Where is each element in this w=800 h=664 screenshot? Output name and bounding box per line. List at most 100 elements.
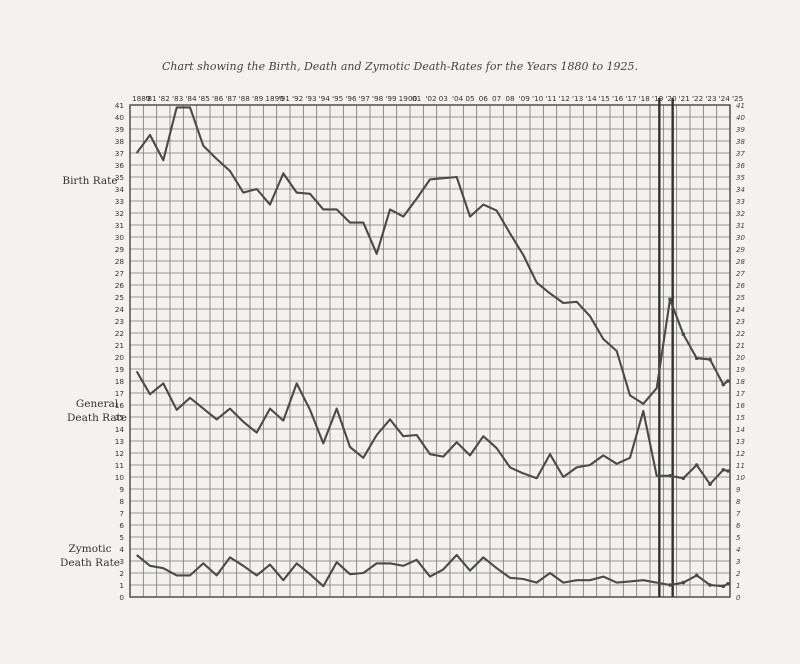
y-tick-label-left: 32 — [115, 209, 124, 218]
series-line-2 — [136, 553, 729, 588]
y-tick-label-right: 17 — [736, 390, 745, 398]
series-point — [694, 463, 699, 467]
y-tick-label-right: 29 — [736, 246, 745, 254]
x-tick-label: 06 — [479, 94, 489, 103]
x-tick-label: '81 — [145, 94, 156, 103]
x-tick-label: '02 — [425, 94, 436, 103]
x-tick-label: '92 — [292, 94, 303, 103]
x-tick-label: '98 — [372, 94, 384, 103]
x-tick-label: '18 — [639, 94, 651, 103]
x-tick-label: '94 — [319, 94, 331, 103]
x-tick-label: '20 — [665, 94, 677, 103]
y-tick-label-left: 41 — [115, 101, 124, 110]
x-tick-label: 01 — [412, 94, 421, 103]
y-tick-label-right: 15 — [736, 414, 745, 422]
label-zymotic-death-rate: Zymotic Death Rate — [59, 543, 121, 569]
y-tick-label-left: 5 — [119, 533, 124, 542]
y-tick-label-left: 19 — [115, 365, 125, 374]
y-tick-label-right: 26 — [736, 282, 745, 290]
x-tick-label: 1880 — [132, 94, 151, 103]
y-tick-label-left: 10 — [115, 473, 125, 482]
y-tick-label-left: 35 — [115, 173, 124, 182]
y-tick-label-left: 24 — [115, 305, 125, 314]
y-tick-label-left: 9 — [119, 485, 124, 494]
x-tick-label: '22 — [692, 94, 703, 103]
x-tick-label: '82 — [159, 94, 170, 103]
y-tick-label-right: 6 — [736, 522, 741, 530]
x-tick-label: '10 — [532, 94, 544, 103]
x-tick-label: 1900 — [399, 94, 418, 103]
x-tick-label: '88 — [239, 94, 251, 103]
x-tick-label: 08 — [505, 94, 515, 103]
y-tick-label-left: 21 — [115, 341, 124, 350]
series-line-0 — [135, 106, 729, 405]
x-tick-label: '83 — [172, 94, 184, 103]
y-tick-label-right: 34 — [736, 186, 745, 194]
y-tick-label-left: 14 — [115, 425, 125, 434]
y-tick-label-right: 19 — [736, 366, 745, 374]
y-tick-label-left: 27 — [115, 269, 125, 278]
y-tick-label-left: 40 — [115, 113, 125, 122]
y-tick-label-left: 37 — [115, 149, 125, 158]
x-tick-label: '16 — [612, 94, 624, 103]
y-tick-label-left: 33 — [115, 197, 125, 206]
y-tick-label-right: 40 — [736, 114, 745, 122]
y-tick-label-right: 24 — [736, 306, 745, 314]
series-point — [708, 583, 712, 587]
x-tick-label: '12 — [559, 94, 570, 103]
y-tick-label-left: 38 — [115, 137, 125, 146]
y-tick-label-left: 4 — [119, 545, 124, 554]
y-tick-label-right: 36 — [736, 162, 745, 170]
y-tick-label-left: 23 — [115, 317, 125, 326]
series-point — [681, 580, 686, 585]
y-tick-label-left: 26 — [115, 281, 125, 290]
series-point — [726, 379, 730, 383]
y-tick-label-right: 33 — [736, 198, 745, 206]
chart-title: Chart showing the Birth, Death and Zymot… — [161, 60, 639, 73]
y-tick-label-right: 21 — [736, 342, 745, 350]
y-tick-label-left: 12 — [115, 449, 124, 458]
series-point — [721, 468, 726, 472]
y-tick-label-left: 6 — [119, 521, 124, 530]
series-point — [668, 583, 672, 587]
x-tick-label: '14 — [585, 94, 597, 103]
y-tick-label-left: 28 — [115, 257, 125, 266]
y-tick-label-right: 1 — [736, 582, 740, 590]
x-tick-label: '99 — [385, 94, 397, 103]
y-tick-label-right: 32 — [736, 210, 745, 218]
x-tick-label: 03 — [439, 94, 449, 103]
y-tick-label-right: 41 — [736, 102, 745, 110]
x-tick-label: '24 — [719, 94, 731, 103]
x-tick-label: 07 — [492, 94, 502, 103]
y-tick-label-left: 25 — [115, 293, 124, 302]
y-tick-label-right: 35 — [736, 174, 745, 182]
x-tick-label: '04 — [452, 94, 464, 103]
y-tick-label-left: 30 — [115, 233, 125, 242]
y-tick-label-left: 18 — [115, 377, 125, 386]
y-tick-label-left: 29 — [115, 245, 125, 254]
x-tick-label: '91 — [279, 94, 290, 103]
series-point — [726, 469, 730, 473]
x-tick-label: '87 — [225, 94, 237, 103]
y-tick-label-right: 22 — [736, 330, 745, 338]
x-tick-label: '21 — [679, 94, 690, 103]
x-tick-label: '15 — [599, 94, 610, 103]
series-point — [694, 356, 699, 361]
x-tick-label: '89 — [252, 94, 264, 103]
y-tick-label-left: 13 — [115, 437, 125, 446]
y-tick-label-right: 5 — [736, 534, 741, 542]
label-general-death-rate: General Death Rate — [66, 398, 128, 424]
x-tick-label: '85 — [199, 94, 210, 103]
y-tick-label-right: 13 — [736, 438, 745, 446]
y-tick-label-right: 2 — [736, 570, 741, 578]
y-tick-label-left: 0 — [119, 593, 124, 602]
y-tick-label-right: 4 — [736, 546, 740, 554]
y-tick-label-right: 10 — [736, 474, 745, 482]
y-tick-label-right: 3 — [736, 558, 740, 566]
y-tick-label-left: 16 — [115, 401, 125, 410]
y-tick-label-left: 1 — [119, 581, 124, 590]
y-tick-label-right: 20 — [736, 354, 745, 362]
x-tick-label: '96 — [345, 94, 357, 103]
